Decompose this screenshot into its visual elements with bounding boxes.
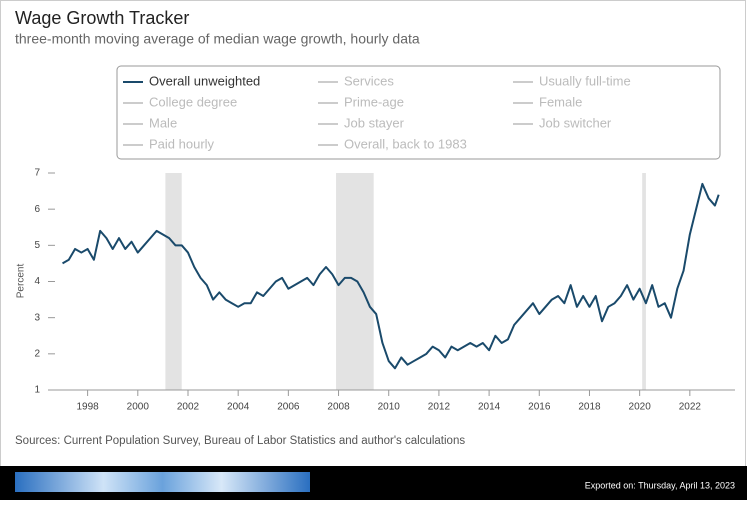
source-note: Sources: Current Population Survey, Bure… <box>15 435 465 447</box>
legend-label: College degree <box>149 94 237 109</box>
x-tick-label: 2022 <box>679 402 702 413</box>
legend-label: Paid hourly <box>149 136 215 151</box>
footer-logo <box>15 472 310 492</box>
legend-label: Overall unweighted <box>149 73 260 88</box>
legend-label: Overall, back to 1983 <box>344 136 467 151</box>
y-tick-label: 7 <box>34 168 40 179</box>
x-tick-label: 2016 <box>528 402 551 413</box>
recession-band <box>165 173 182 390</box>
y-tick-label: 3 <box>34 312 40 323</box>
x-tick-label: 2000 <box>127 402 150 413</box>
y-axis-label: Percent <box>16 264 27 299</box>
chart-title: Wage Growth Tracker <box>15 8 189 28</box>
x-tick-label: 2002 <box>177 402 200 413</box>
y-tick-label: 2 <box>34 348 40 359</box>
legend-label: Job stayer <box>344 115 405 130</box>
legend-label: Prime-age <box>344 94 404 109</box>
x-tick-label: 2004 <box>227 402 250 413</box>
y-tick-label: 6 <box>34 204 40 215</box>
x-tick-label: 2020 <box>629 402 652 413</box>
y-tick-label: 5 <box>34 240 40 251</box>
x-tick-label: 2012 <box>428 402 451 413</box>
legend-label: Job switcher <box>539 115 612 130</box>
legend-label: Usually full-time <box>539 73 631 88</box>
chart-subtitle: three-month moving average of median wag… <box>15 31 420 47</box>
x-tick-label: 1998 <box>76 402 99 413</box>
legend-label: Female <box>539 94 582 109</box>
x-tick-label: 2014 <box>478 402 501 413</box>
y-tick-label: 1 <box>34 385 40 396</box>
export-note: Exported on: Thursday, April 13, 2023 <box>585 480 735 490</box>
recession-band <box>642 173 646 390</box>
series-line <box>62 182 720 370</box>
x-tick-label: 2008 <box>327 402 350 413</box>
x-tick-label: 2018 <box>578 402 601 413</box>
legend-label: Services <box>344 73 394 88</box>
legend-label: Male <box>149 115 177 130</box>
legend-box <box>116 65 721 160</box>
x-tick-label: 2010 <box>378 402 401 413</box>
x-tick-label: 2006 <box>277 402 300 413</box>
y-tick-label: 4 <box>34 276 40 287</box>
